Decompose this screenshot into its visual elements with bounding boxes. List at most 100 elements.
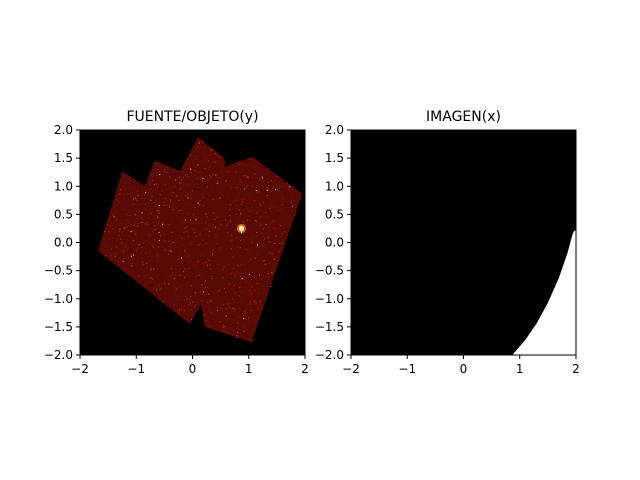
noise-pixel bbox=[274, 211, 276, 213]
noise-pixel bbox=[125, 213, 127, 214]
noise-pixel bbox=[209, 154, 211, 156]
noise-pixel bbox=[141, 260, 143, 262]
noise-pixel bbox=[128, 183, 130, 185]
noise-pixel bbox=[121, 211, 123, 213]
noise-pixel bbox=[189, 200, 191, 202]
noise-pixel bbox=[129, 207, 131, 209]
star-pixel bbox=[256, 283, 258, 285]
star-pixel bbox=[119, 238, 121, 240]
star-pixel bbox=[259, 216, 261, 218]
noise-pixel bbox=[165, 258, 167, 260]
noise-pixel bbox=[217, 226, 219, 228]
noise-pixel bbox=[251, 335, 253, 337]
noise-pixel bbox=[152, 204, 154, 205]
star-pixel bbox=[177, 310, 179, 312]
noise-pixel bbox=[226, 281, 228, 283]
noise-pixel bbox=[269, 213, 270, 215]
noise-pixel bbox=[157, 213, 158, 215]
noise-pixel bbox=[220, 299, 222, 301]
star-pixel bbox=[178, 312, 180, 314]
noise-pixel bbox=[262, 237, 264, 239]
noise-pixel bbox=[236, 214, 238, 216]
noise-pixel bbox=[243, 168, 245, 170]
star-pixel bbox=[250, 294, 252, 295]
star-pixel bbox=[217, 242, 219, 244]
noise-pixel bbox=[117, 264, 119, 266]
star-pixel bbox=[168, 240, 170, 242]
noise-pixel bbox=[244, 309, 246, 311]
noise-pixel bbox=[282, 203, 284, 205]
noise-pixel bbox=[261, 284, 263, 286]
star-pixel bbox=[159, 289, 161, 291]
star-pixel bbox=[259, 274, 260, 276]
star-pixel bbox=[208, 260, 210, 261]
star-pixel bbox=[117, 261, 119, 263]
star-pixel bbox=[145, 190, 147, 192]
noise-pixel bbox=[211, 168, 213, 170]
noise-pixel bbox=[288, 228, 290, 230]
star-pixel bbox=[240, 240, 241, 242]
noise-pixel bbox=[156, 251, 158, 253]
noise-pixel bbox=[233, 252, 235, 254]
noise-pixel bbox=[142, 208, 144, 210]
noise-pixel bbox=[256, 255, 258, 257]
noise-pixel bbox=[277, 178, 279, 180]
noise-pixel bbox=[229, 307, 231, 309]
noise-pixel bbox=[157, 281, 159, 283]
noise-pixel bbox=[210, 288, 212, 289]
star-pixel bbox=[239, 209, 240, 211]
star-pixel bbox=[266, 189, 268, 191]
noise-pixel bbox=[143, 270, 145, 272]
noise-pixel bbox=[152, 204, 154, 206]
noise-pixel bbox=[129, 244, 131, 246]
noise-pixel bbox=[120, 183, 122, 185]
noise-pixel bbox=[295, 211, 297, 213]
noise-pixel bbox=[271, 230, 273, 232]
noise-pixel bbox=[215, 264, 217, 266]
noise-pixel bbox=[181, 236, 183, 238]
noise-pixel bbox=[169, 249, 171, 251]
noise-pixel bbox=[270, 194, 272, 196]
noise-pixel bbox=[176, 181, 178, 183]
star-pixel bbox=[255, 220, 257, 222]
noise-pixel bbox=[269, 173, 271, 175]
noise-pixel bbox=[159, 228, 161, 230]
noise-pixel bbox=[235, 272, 237, 274]
noise-pixel bbox=[201, 278, 203, 280]
noise-pixel bbox=[264, 184, 266, 186]
noise-pixel bbox=[265, 200, 267, 202]
noise-pixel bbox=[192, 318, 194, 320]
noise-pixel bbox=[227, 235, 229, 237]
noise-pixel bbox=[178, 244, 180, 246]
noise-pixel bbox=[122, 203, 124, 205]
star-pixel bbox=[160, 235, 161, 237]
noise-pixel bbox=[231, 305, 233, 307]
noise-pixel bbox=[235, 249, 237, 251]
noise-pixel bbox=[212, 310, 214, 312]
star-pixel bbox=[192, 214, 194, 216]
star-pixel bbox=[273, 243, 275, 244]
noise-pixel bbox=[288, 186, 290, 188]
noise-pixel bbox=[124, 244, 125, 246]
noise-pixel bbox=[289, 204, 291, 206]
star-pixel bbox=[159, 194, 161, 195]
star-pixel bbox=[248, 317, 249, 319]
noise-pixel bbox=[226, 219, 228, 221]
star-pixel bbox=[281, 243, 283, 244]
noise-pixel bbox=[252, 305, 254, 307]
star-pixel bbox=[249, 273, 251, 275]
y-tick-label: 2.0 bbox=[54, 123, 73, 137]
noise-pixel bbox=[170, 275, 172, 277]
noise-pixel bbox=[138, 229, 140, 231]
star-pixel bbox=[215, 153, 216, 155]
noise-pixel bbox=[298, 199, 300, 201]
star-pixel bbox=[222, 269, 224, 270]
noise-pixel bbox=[256, 309, 258, 311]
noise-pixel bbox=[216, 222, 218, 224]
noise-pixel bbox=[295, 195, 297, 197]
noise-pixel bbox=[162, 192, 164, 194]
star-pixel bbox=[154, 229, 156, 231]
noise-pixel bbox=[158, 284, 160, 286]
noise-pixel bbox=[213, 323, 215, 325]
star-pixel bbox=[201, 300, 203, 302]
